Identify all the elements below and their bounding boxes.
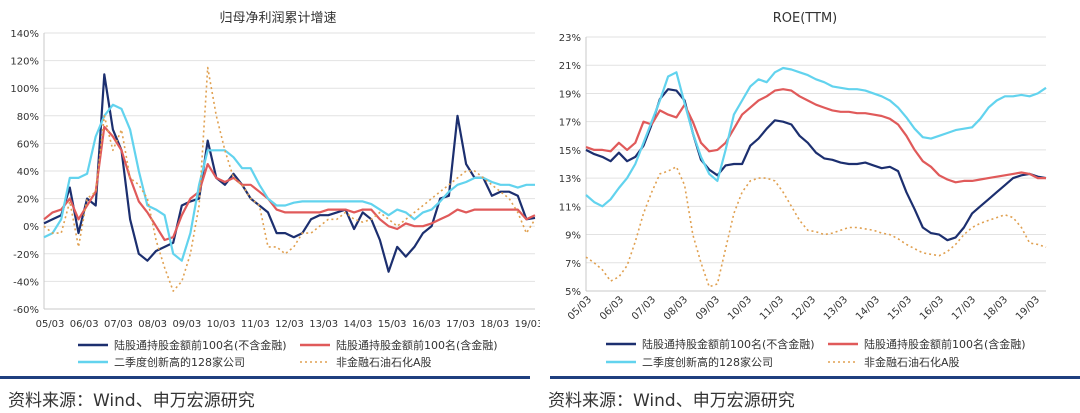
left-y-tick-label: 140% <box>10 29 39 40</box>
left-series-line-1 <box>43 73 536 273</box>
left-y-tick-label: 20% <box>17 195 39 206</box>
right-y-tick-label: 9% <box>565 231 581 242</box>
left-y-tick-label: 0% <box>23 222 39 233</box>
left-x-tick-label: 18/03 <box>480 319 509 330</box>
right-x-tick-label: 11/03 <box>758 294 786 322</box>
right-source-rule <box>550 376 1080 379</box>
left-chart-panel: 归母净利润累计增速 -60% -40% -20% 0% 20% 40% 60% 80% 100%… <box>0 11 540 411</box>
right-chart-svg: ROE(TTM) 5% 7% 9% 11% 13% 15% 17% 19% 21% 23% 05/0… <box>559 11 1047 369</box>
left-legend-label: 陆股通持股金额前100名(含金融) <box>336 338 498 352</box>
right-y-tick-label: 15% <box>559 146 581 157</box>
right-x-tick-label: 10/03 <box>726 294 754 322</box>
left-x-tick-label: 05/03 <box>36 319 65 330</box>
left-series-line-2 <box>43 125 536 242</box>
left-x-tick-label: 16/03 <box>412 319 441 330</box>
left-y-tick-label: 120% <box>10 57 39 68</box>
right-y-tick-label: 11% <box>559 202 581 213</box>
left-x-tick-label: 14/03 <box>344 319 373 330</box>
right-x-tick-label: 16/03 <box>918 294 946 322</box>
right-x-tick-label: 07/03 <box>630 294 658 322</box>
right-x-tick-label: 05/03 <box>566 294 594 322</box>
right-x-tick-label: 06/03 <box>598 294 626 322</box>
right-series-line-4 <box>585 166 1047 288</box>
left-chart-svg: 归母净利润累计增速 -60% -40% -20% 0% 20% 40% 60% 80% 100%… <box>10 11 540 369</box>
left-x-tick-label: 12/03 <box>275 319 304 330</box>
right-legend-label: 非金融石油石化A股 <box>864 355 960 369</box>
left-x-tick-label: 15/03 <box>378 319 407 330</box>
left-legend-label: 非金融石油石化A股 <box>336 355 432 369</box>
left-x-tick-label: 06/03 <box>70 319 99 330</box>
left-x-tick-label: 11/03 <box>241 319 270 330</box>
left-x-tick-label: 10/03 <box>207 319 236 330</box>
right-y-tick-label: 5% <box>565 287 581 298</box>
right-x-tick-label: 15/03 <box>886 294 914 322</box>
left-y-tick-label: 100% <box>10 84 39 95</box>
left-x-tick-label: 13/03 <box>309 319 338 330</box>
right-y-tick-label: 21% <box>559 61 581 72</box>
left-y-tick-label: -20% <box>13 250 39 261</box>
left-series-line-4 <box>43 66 536 292</box>
left-x-tick-label: 17/03 <box>446 319 475 330</box>
left-x-tick-label: 19/03 <box>515 319 540 330</box>
left-y-tick-label: -40% <box>13 277 39 288</box>
left-x-tick-label: 09/03 <box>172 319 201 330</box>
right-legend-label: 二季度创新高的128家公司 <box>642 355 773 369</box>
left-chart-title: 归母净利润累计增速 <box>219 11 336 26</box>
right-x-tick-label: 12/03 <box>790 294 818 322</box>
left-y-tick-label: 60% <box>17 139 39 150</box>
left-source-rule <box>0 376 530 379</box>
right-y-tick-label: 23% <box>559 33 581 44</box>
right-y-tick-label: 17% <box>559 118 581 129</box>
left-source-note: 资料来源：Wind、申万宏源研究 <box>8 391 255 411</box>
right-chart-title: ROE(TTM) <box>773 11 838 26</box>
right-chart-panel: ROE(TTM) 5% 7% 9% 11% 13% 15% 17% 19% 21% 23% 05/0… <box>540 0 1080 413</box>
right-x-tick-label: 13/03 <box>822 294 850 322</box>
right-x-tick-label: 08/03 <box>662 294 690 322</box>
right-y-tick-label: 19% <box>559 89 581 100</box>
left-y-tick-label: -60% <box>13 305 39 316</box>
left-x-tick-label: 08/03 <box>138 319 167 330</box>
left-legend-label: 陆股通持股金额前100名(不含金融) <box>114 338 287 352</box>
left-series-line-3 <box>43 103 535 262</box>
right-x-tick-label: 17/03 <box>950 294 978 322</box>
left-y-tick-label: 80% <box>17 112 39 123</box>
right-series-line-3 <box>585 66 1047 208</box>
left-legend-label: 二季度创新高的128家公司 <box>114 355 245 369</box>
right-series-line-2 <box>585 88 1046 184</box>
right-legend-label: 陆股通持股金额前100名(不含金融) <box>642 337 815 351</box>
right-legend-label: 陆股通持股金额前100名(含金融) <box>864 337 1026 351</box>
right-y-tick-label: 13% <box>559 174 581 185</box>
right-y-tick-label: 7% <box>565 259 581 270</box>
left-x-tick-label: 07/03 <box>104 319 133 330</box>
right-x-tick-label: 09/03 <box>694 294 722 322</box>
right-x-tick-label: 18/03 <box>982 294 1010 322</box>
left-y-tick-label: 40% <box>17 167 39 178</box>
right-source-note: 资料来源：Wind、申万宏源研究 <box>548 391 795 411</box>
right-x-tick-label: 19/03 <box>1014 294 1042 322</box>
right-x-tick-label: 14/03 <box>854 294 882 322</box>
